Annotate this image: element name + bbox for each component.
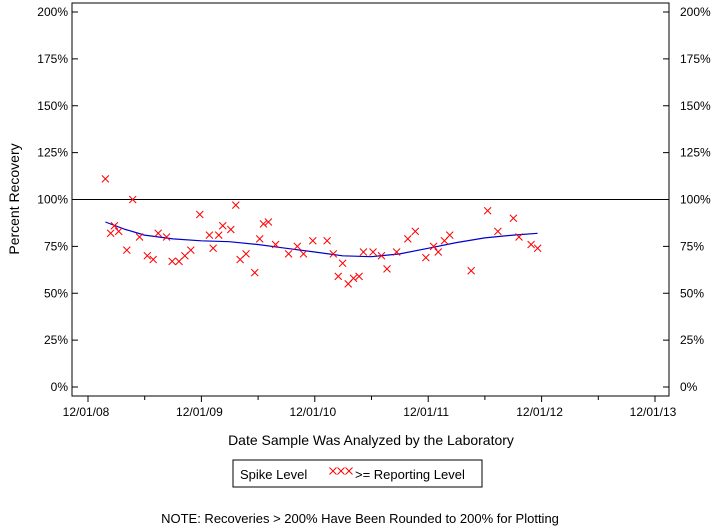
x-tick-label: 12/01/13 xyxy=(630,405,677,419)
data-point xyxy=(467,266,476,275)
data-point xyxy=(377,251,386,260)
data-point xyxy=(186,246,195,254)
legend-entry-label: >= Reporting Level xyxy=(355,467,465,482)
x-tick-label: 12/01/10 xyxy=(289,405,336,419)
data-point xyxy=(255,235,264,243)
legend-title: Spike Level xyxy=(240,467,307,482)
x-tick-label: 12/01/08 xyxy=(63,405,110,419)
data-point xyxy=(308,236,317,245)
y-tick-label-right: 75% xyxy=(680,239,704,253)
data-point xyxy=(195,210,204,219)
x-axis: 12/01/08 12/01/09 12/01/10 12/01/11 12/01/12… xyxy=(63,396,677,419)
data-point xyxy=(293,242,302,251)
y-tick-label-left: 125% xyxy=(37,146,68,160)
data-point xyxy=(122,246,131,254)
y-tick-label-left: 200% xyxy=(37,5,68,19)
data-point xyxy=(135,233,144,241)
data-point xyxy=(106,229,115,238)
data-point xyxy=(299,250,308,258)
y-tick-label-right: 175% xyxy=(680,52,711,66)
y-tick-label-right: 125% xyxy=(680,146,711,160)
y-tick-label-right: 150% xyxy=(680,99,711,113)
data-point xyxy=(349,274,358,283)
x-tick-label: 12/01/11 xyxy=(403,405,449,419)
data-point xyxy=(359,248,368,256)
data-point xyxy=(231,201,240,209)
data-point xyxy=(483,206,492,215)
data-point xyxy=(218,221,227,230)
trend-line xyxy=(105,221,538,258)
data-point xyxy=(259,220,268,228)
y-tick-label-right: 25% xyxy=(680,333,704,347)
data-point xyxy=(250,268,259,277)
data-point xyxy=(154,229,163,238)
note-text: NOTE: Recoveries > 200% Have Been Rounde… xyxy=(161,511,559,526)
data-point xyxy=(429,242,438,251)
legend-box xyxy=(232,459,483,488)
x-tick-label: 12/01/09 xyxy=(176,405,223,419)
data-point xyxy=(101,175,110,183)
legend-x-glyph xyxy=(345,467,353,475)
data-point xyxy=(149,255,158,264)
data-point xyxy=(527,240,535,249)
data-point xyxy=(128,195,137,204)
y-axis-label: Percent Recovery xyxy=(6,143,22,254)
y-tick-label-left: 75% xyxy=(44,239,68,253)
data-point xyxy=(284,250,293,258)
data-point xyxy=(334,272,343,281)
y-tick-label-right: 50% xyxy=(680,286,704,300)
data-point xyxy=(355,272,363,281)
data-point xyxy=(533,244,542,253)
data-point xyxy=(338,259,347,268)
y-tick-label-right: 200% xyxy=(680,5,711,19)
data-point xyxy=(264,218,273,226)
data-point xyxy=(226,225,235,234)
data-point xyxy=(421,253,430,262)
data-point xyxy=(369,248,377,256)
data-point xyxy=(445,231,454,239)
data-point xyxy=(114,227,123,236)
data-point xyxy=(515,233,523,241)
y-axis-right: 0% 25% 50% 75% 100% 125% 150% 175% 200% xyxy=(663,5,711,394)
y-tick-label-left: 150% xyxy=(37,99,68,113)
legend-marker-x xyxy=(329,467,353,475)
data-point xyxy=(494,227,502,236)
data-point xyxy=(242,250,250,258)
y-tick-label-left: 175% xyxy=(37,52,68,66)
data-point xyxy=(209,244,217,253)
data-point xyxy=(509,214,518,223)
data-point xyxy=(214,231,223,239)
y-tick-label-left: 0% xyxy=(51,380,69,394)
legend: Spike Level >= Reporting Level xyxy=(232,459,483,488)
y-tick-label-left: 50% xyxy=(44,286,68,300)
data-point xyxy=(168,257,177,266)
x-tick-label: 12/01/12 xyxy=(516,405,563,419)
y-axis-left: 0% 25% 50% 75% 100% 125% 150% 175% 200% xyxy=(37,5,78,394)
data-point xyxy=(403,235,412,243)
data-point xyxy=(323,236,331,245)
legend-x-glyph xyxy=(329,467,337,475)
data-point xyxy=(271,240,280,249)
data-points xyxy=(101,175,542,288)
data-point xyxy=(411,227,420,236)
y-tick-label-right: 0% xyxy=(680,380,698,394)
data-point xyxy=(434,248,443,256)
data-point xyxy=(392,248,401,256)
data-point xyxy=(205,231,214,239)
y-tick-label-right: 100% xyxy=(680,193,711,207)
x-axis-label: Date Sample Was Analyzed by the Laborato… xyxy=(228,432,514,448)
y-tick-label-left: 100% xyxy=(37,193,68,207)
data-point xyxy=(162,233,171,241)
data-point xyxy=(110,221,119,230)
legend-x-glyph xyxy=(337,467,345,475)
data-point xyxy=(329,250,338,258)
data-point xyxy=(383,265,391,273)
data-point xyxy=(143,251,152,260)
y-tick-label-left: 25% xyxy=(44,333,68,347)
